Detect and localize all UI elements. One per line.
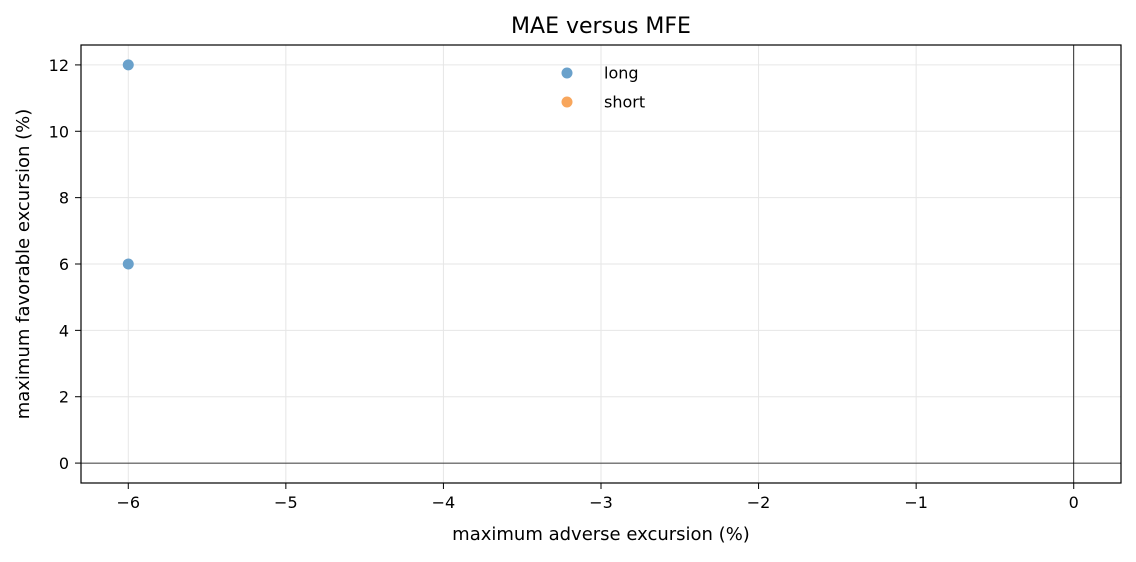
legend-label-short: short (604, 93, 645, 112)
legend: long short (561, 64, 645, 112)
x-axis-label: maximum adverse excursion (%) (452, 524, 750, 545)
chart-title: MAE versus MFE (511, 14, 691, 39)
x-tick-label: −2 (747, 493, 771, 512)
y-axis-label: maximum favorable excursion (%) (13, 109, 34, 420)
data-point-long (122, 258, 134, 270)
x-tick-label: −6 (116, 493, 140, 512)
x-tick-label: 0 (1069, 493, 1079, 512)
reference-lines (81, 45, 1121, 483)
y-tick-label: 6 (59, 255, 69, 274)
y-tick-label: 0 (59, 454, 69, 473)
y-tick-label: 12 (49, 56, 69, 75)
legend-marker-long (561, 67, 573, 79)
x-tick-label: −5 (274, 493, 298, 512)
x-axis-ticks: −6 −5 −4 −3 −2 −1 0 (116, 483, 1079, 512)
y-tick-label: 2 (59, 388, 69, 407)
data-point-long (122, 59, 134, 71)
x-tick-label: −1 (904, 493, 928, 512)
legend-marker-short (561, 96, 573, 108)
data-points (122, 59, 134, 270)
y-tick-label: 8 (59, 189, 69, 208)
x-tick-label: −3 (589, 493, 613, 512)
y-tick-label: 4 (59, 321, 69, 340)
y-tick-label: 10 (49, 122, 69, 141)
legend-label-long: long (604, 64, 639, 83)
x-tick-label: −4 (432, 493, 456, 512)
grid (81, 45, 1121, 483)
y-axis-ticks: 0 2 4 6 8 10 12 (49, 56, 81, 473)
